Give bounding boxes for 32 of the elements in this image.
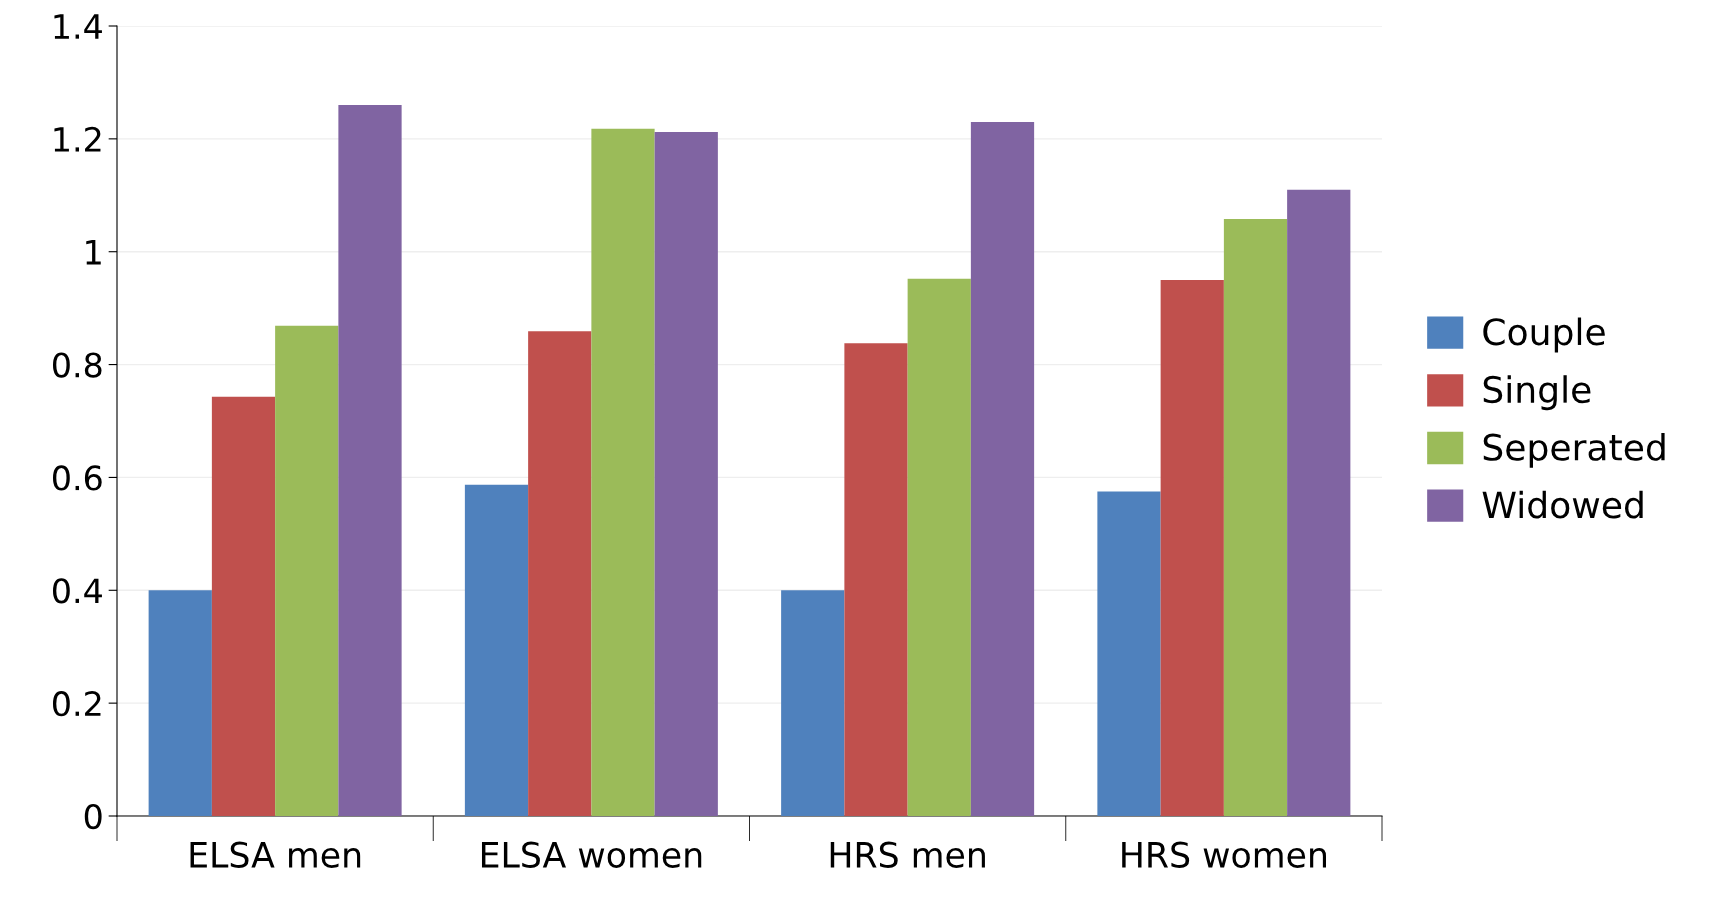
legend-label: Widowed (1482, 490, 1643, 519)
y-tick-label: 0.8 (52, 352, 102, 378)
bar (781, 590, 845, 816)
bar (1160, 279, 1224, 816)
y-tick-label: 1.2 (54, 126, 101, 152)
y-tick-label: 1.4 (54, 14, 102, 39)
bar (1223, 218, 1288, 816)
legend-label: Single (1483, 375, 1591, 411)
x-tick-label: HRS women (1122, 841, 1326, 868)
bar (275, 325, 339, 816)
bar (338, 105, 402, 816)
bar (844, 343, 908, 816)
bar (1287, 189, 1351, 816)
y-tick-label: 0 (84, 803, 102, 830)
bar (148, 590, 212, 816)
bar (591, 128, 655, 816)
x-tick-label: HRS men (830, 841, 985, 868)
x-tick-label: ELSA men (190, 841, 361, 868)
y-tick-label: 0.2 (52, 691, 101, 717)
bar (654, 132, 718, 816)
y-tick-label: 0.4 (52, 578, 102, 604)
y-tick-label: 1 (86, 240, 101, 265)
bar (211, 396, 276, 816)
bar (907, 278, 971, 816)
bar (464, 484, 529, 816)
legend-label: Couple (1483, 317, 1605, 353)
y-tick-label: 0.6 (52, 465, 102, 491)
legend-label: Seperated (1483, 432, 1665, 468)
bar (1097, 491, 1161, 816)
bar (970, 121, 1035, 816)
x-tick-label: ELSA women (481, 841, 702, 868)
bar (528, 331, 592, 816)
